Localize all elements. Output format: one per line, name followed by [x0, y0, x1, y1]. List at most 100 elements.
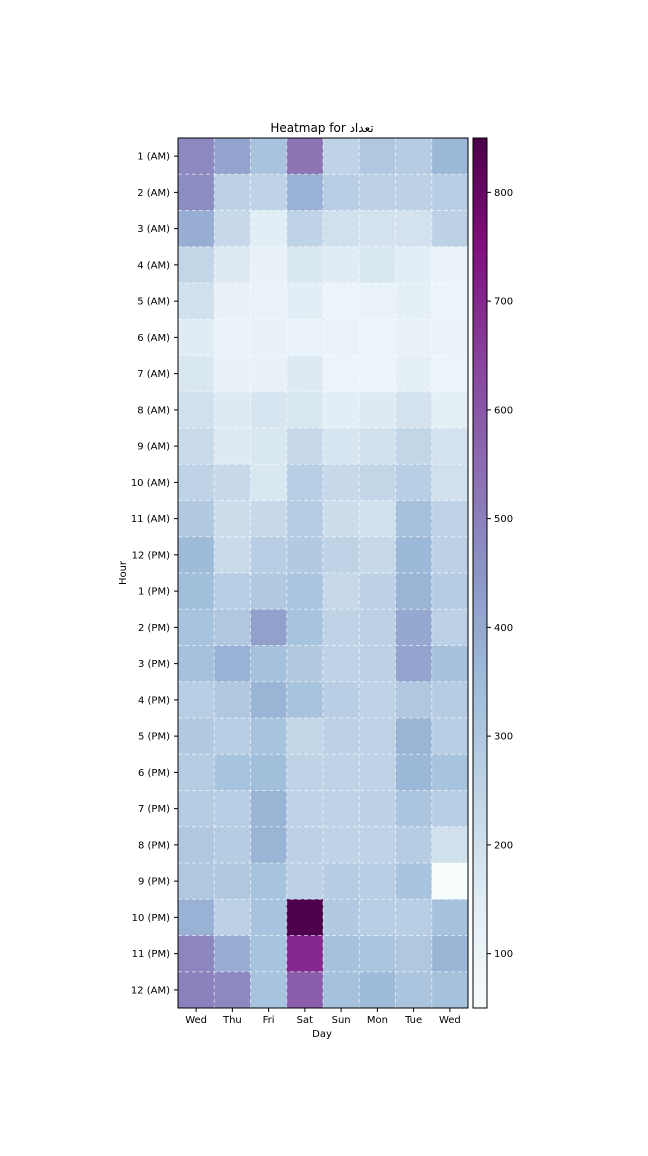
- heatmap-cell: [431, 283, 469, 320]
- heatmap-cell: [178, 935, 215, 973]
- heatmap-cell: [323, 609, 360, 646]
- heatmap-cell: [286, 464, 324, 501]
- heatmap-cell: [214, 609, 251, 646]
- heatmap-cell: [395, 681, 433, 719]
- heatmap-cell: [359, 138, 396, 175]
- heatmap-cell: [250, 500, 288, 538]
- heatmap-cell: [323, 863, 360, 900]
- heatmap-cell: [395, 645, 433, 683]
- heatmap-cell: [286, 863, 324, 900]
- heatmap-cell: [214, 536, 251, 574]
- heatmap-cell: [250, 428, 288, 465]
- heatmap-cell: [286, 391, 324, 429]
- y-tick-label: 1 (AM): [137, 152, 170, 163]
- heatmap-cell: [178, 283, 215, 320]
- heatmap-cell: [250, 246, 288, 284]
- heatmap-cell: [178, 826, 215, 864]
- heatmap-cell: [359, 899, 396, 936]
- heatmap-cell: [431, 645, 469, 683]
- heatmap-cell: [359, 718, 396, 755]
- heatmap-cell: [359, 319, 396, 356]
- heatmap-cell: [395, 319, 433, 356]
- heatmap-cell: [359, 355, 396, 393]
- heatmap-cell: [395, 971, 433, 1009]
- heatmap-cell: [178, 246, 215, 284]
- heatmap-cell: [359, 464, 396, 501]
- colorbar-gradient: [472, 137, 488, 1009]
- y-tick-label: 4 (AM): [137, 260, 170, 271]
- y-tick-label: 5 (PM): [138, 732, 170, 743]
- y-tick-label: 12 (PM): [132, 550, 170, 561]
- heatmap-cell: [178, 210, 215, 248]
- heatmap-cell: [178, 464, 215, 501]
- heatmap-cell: [395, 863, 433, 900]
- heatmap-cell: [431, 319, 469, 356]
- heatmap-cell: [431, 609, 469, 646]
- heatmap-cell: [286, 210, 324, 248]
- heatmap-cell: [359, 609, 396, 646]
- heatmap-cell: [431, 718, 469, 755]
- y-tick-label: 4 (PM): [138, 695, 170, 706]
- heatmap-cell: [323, 246, 360, 284]
- heatmap-cell: [323, 174, 360, 211]
- y-tick-label: 3 (PM): [138, 659, 170, 670]
- heatmap-cell: [214, 391, 251, 429]
- heatmap-cell: [250, 790, 288, 828]
- heatmap-cell: [250, 718, 288, 755]
- heatmap-cell: [250, 536, 288, 574]
- heatmap-cell: [359, 645, 396, 683]
- heatmap-cell: [178, 863, 215, 900]
- heatmap-cell: [178, 718, 215, 755]
- y-tick-label: 7 (PM): [138, 804, 170, 815]
- heatmap-cell: [286, 246, 324, 284]
- heatmap-cell: [359, 500, 396, 538]
- heatmap-cell: [431, 754, 469, 791]
- colorbar-tick-label: 400: [494, 623, 513, 634]
- heatmap-cell: [323, 826, 360, 864]
- heatmap-cell: [178, 391, 215, 429]
- heatmap-cell: [431, 863, 469, 900]
- heatmap-cell: [214, 971, 251, 1009]
- heatmap-cell: [214, 319, 251, 356]
- heatmap-cell: [178, 609, 215, 646]
- heatmap-cell: [178, 645, 215, 683]
- x-tick-label: Sat: [297, 1015, 313, 1026]
- heatmap-cell: [178, 536, 215, 574]
- heatmap-cell: [250, 464, 288, 501]
- heatmap-cell: [431, 355, 469, 393]
- y-axis: 1 (AM) 2 (AM) 3 (AM) 4 (AM) 5 (AM) 6 (AM) 7 (A…: [131, 152, 178, 996]
- y-tick-label: 9 (PM): [138, 877, 170, 888]
- y-tick-label: 10 (PM): [132, 913, 170, 924]
- heatmap-cell: [214, 355, 251, 393]
- heatmap-cell: [214, 283, 251, 320]
- heatmap-cell: [250, 174, 288, 211]
- y-tick-label: 7 (AM): [137, 369, 170, 380]
- y-tick-label: 8 (PM): [138, 840, 170, 851]
- heatmap-cell: [395, 174, 433, 211]
- heatmap-cell: [323, 935, 360, 973]
- heatmap-cell: [395, 500, 433, 538]
- heatmap-grid: [178, 138, 468, 1008]
- heatmap-cell: [359, 174, 396, 211]
- y-tick-label: 5 (AM): [137, 297, 170, 308]
- heatmap-cell: [178, 971, 215, 1009]
- y-tick-label: 8 (AM): [137, 405, 170, 416]
- heatmap-cell: [250, 319, 288, 356]
- heatmap-cell: [214, 790, 251, 828]
- heatmap-cell: [250, 283, 288, 320]
- heatmap-cell: [286, 283, 324, 320]
- heatmap-cell: [178, 681, 215, 719]
- heatmap-cell: [431, 790, 469, 828]
- heatmap-cell: [214, 174, 251, 211]
- heatmap-cell: [395, 355, 433, 393]
- heatmap-cell: [286, 790, 324, 828]
- colorbar-tick-label: 200: [494, 840, 513, 851]
- heatmap-cell: [178, 790, 215, 828]
- heatmap-cell: [395, 536, 433, 574]
- heatmap-cell: [178, 428, 215, 465]
- x-tick-label: Fri: [263, 1015, 275, 1026]
- y-tick-label: 3 (AM): [137, 224, 170, 235]
- heatmap-cell: [178, 355, 215, 393]
- heatmap-cell: [431, 826, 469, 864]
- colorbar-tick-label: 300: [494, 732, 513, 743]
